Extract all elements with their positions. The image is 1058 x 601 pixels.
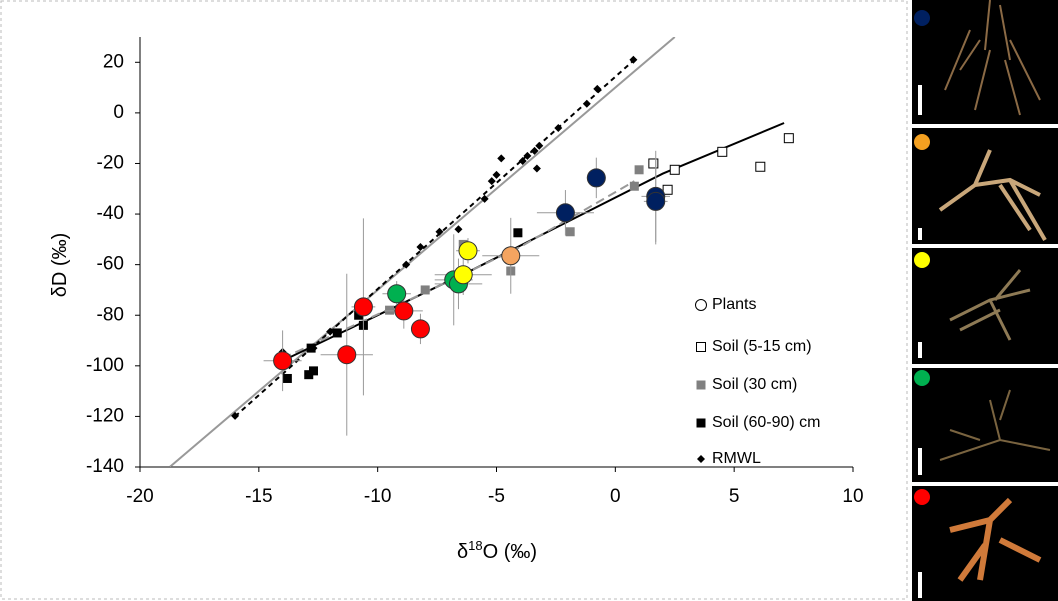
point xyxy=(273,351,293,371)
y-tick-label: -140 xyxy=(86,456,124,477)
point xyxy=(420,285,430,295)
y-tick-label: -60 xyxy=(97,254,124,275)
point xyxy=(326,327,335,336)
point xyxy=(501,246,521,266)
point xyxy=(535,141,544,150)
color-key xyxy=(914,10,930,26)
point xyxy=(783,133,794,144)
roots xyxy=(938,0,1051,582)
point xyxy=(309,344,318,353)
x-label-part: δ xyxy=(457,541,468,563)
legend-marker xyxy=(696,380,706,390)
point xyxy=(532,164,541,173)
point xyxy=(332,328,342,338)
x-tick-label: 0 xyxy=(610,486,621,507)
point xyxy=(410,319,430,339)
point xyxy=(354,310,364,320)
point xyxy=(629,55,638,64)
legend-label: Soil (60-90) cm xyxy=(712,414,820,431)
point xyxy=(755,161,766,172)
point xyxy=(394,301,414,321)
y-tick-label: -120 xyxy=(86,405,124,426)
point xyxy=(416,242,425,251)
point xyxy=(387,284,407,304)
y-tick-label: 20 xyxy=(103,51,124,72)
point xyxy=(582,99,591,108)
x-axis-label: δ18O (‰) xyxy=(457,538,537,563)
legend-label: Plants xyxy=(712,296,756,313)
frame xyxy=(0,0,908,600)
x-tick-label: -5 xyxy=(488,486,505,507)
photo xyxy=(912,128,1058,244)
point xyxy=(629,181,639,191)
point xyxy=(487,177,496,186)
y-tick-label: -80 xyxy=(97,304,124,325)
point xyxy=(458,241,478,261)
point xyxy=(530,146,539,155)
photo-panel xyxy=(912,0,1058,601)
point xyxy=(662,184,673,195)
y-tick-label: -100 xyxy=(86,355,124,376)
point xyxy=(492,170,501,179)
point xyxy=(282,373,292,383)
point xyxy=(523,151,532,160)
point xyxy=(669,164,680,175)
x-tick-label: 10 xyxy=(842,486,863,507)
point xyxy=(435,227,444,236)
legend-label: RMWL xyxy=(712,450,761,467)
point xyxy=(513,228,523,238)
legend-marker xyxy=(696,342,706,352)
photo xyxy=(912,368,1058,482)
x-label-part: O (‰) xyxy=(483,541,537,563)
point xyxy=(554,124,563,133)
point xyxy=(385,305,395,315)
point xyxy=(453,265,473,285)
legend-marker xyxy=(695,299,707,311)
y-tick-label: -40 xyxy=(97,203,124,224)
point xyxy=(646,191,666,211)
color-key xyxy=(914,134,930,150)
point xyxy=(454,225,463,234)
point xyxy=(337,345,357,365)
point xyxy=(308,366,318,376)
fit-line xyxy=(169,37,676,467)
point xyxy=(304,370,314,380)
y-tick-label: -20 xyxy=(97,152,124,173)
x-tick-label: -10 xyxy=(364,486,391,507)
point xyxy=(353,297,373,317)
point xyxy=(586,168,606,188)
photo xyxy=(912,0,1058,124)
y-tick-label: 0 xyxy=(113,102,124,123)
point xyxy=(480,194,489,203)
x-tick-label: -15 xyxy=(245,486,272,507)
legend-marker xyxy=(697,455,705,463)
point xyxy=(717,146,728,157)
x-tick-label: -20 xyxy=(126,486,153,507)
point xyxy=(231,411,240,420)
legend-marker xyxy=(696,418,706,428)
color-key xyxy=(914,489,930,505)
point xyxy=(518,156,527,165)
y-axis-label: δD (‰) xyxy=(49,233,71,297)
photo xyxy=(912,248,1058,364)
fit-line xyxy=(282,180,635,360)
point xyxy=(497,154,506,163)
point xyxy=(634,165,644,175)
point xyxy=(593,84,602,93)
color-key xyxy=(914,252,930,268)
point xyxy=(555,203,575,223)
point xyxy=(648,158,659,169)
x-label-sup: 18 xyxy=(468,538,482,553)
point xyxy=(402,260,411,269)
x-tick-label: 5 xyxy=(729,486,740,507)
point xyxy=(565,227,575,237)
color-key xyxy=(914,370,930,386)
legend-label: Soil (5-15 cm) xyxy=(712,338,812,355)
legend-label: Soil (30 cm) xyxy=(712,376,797,393)
fit-line xyxy=(234,59,636,418)
